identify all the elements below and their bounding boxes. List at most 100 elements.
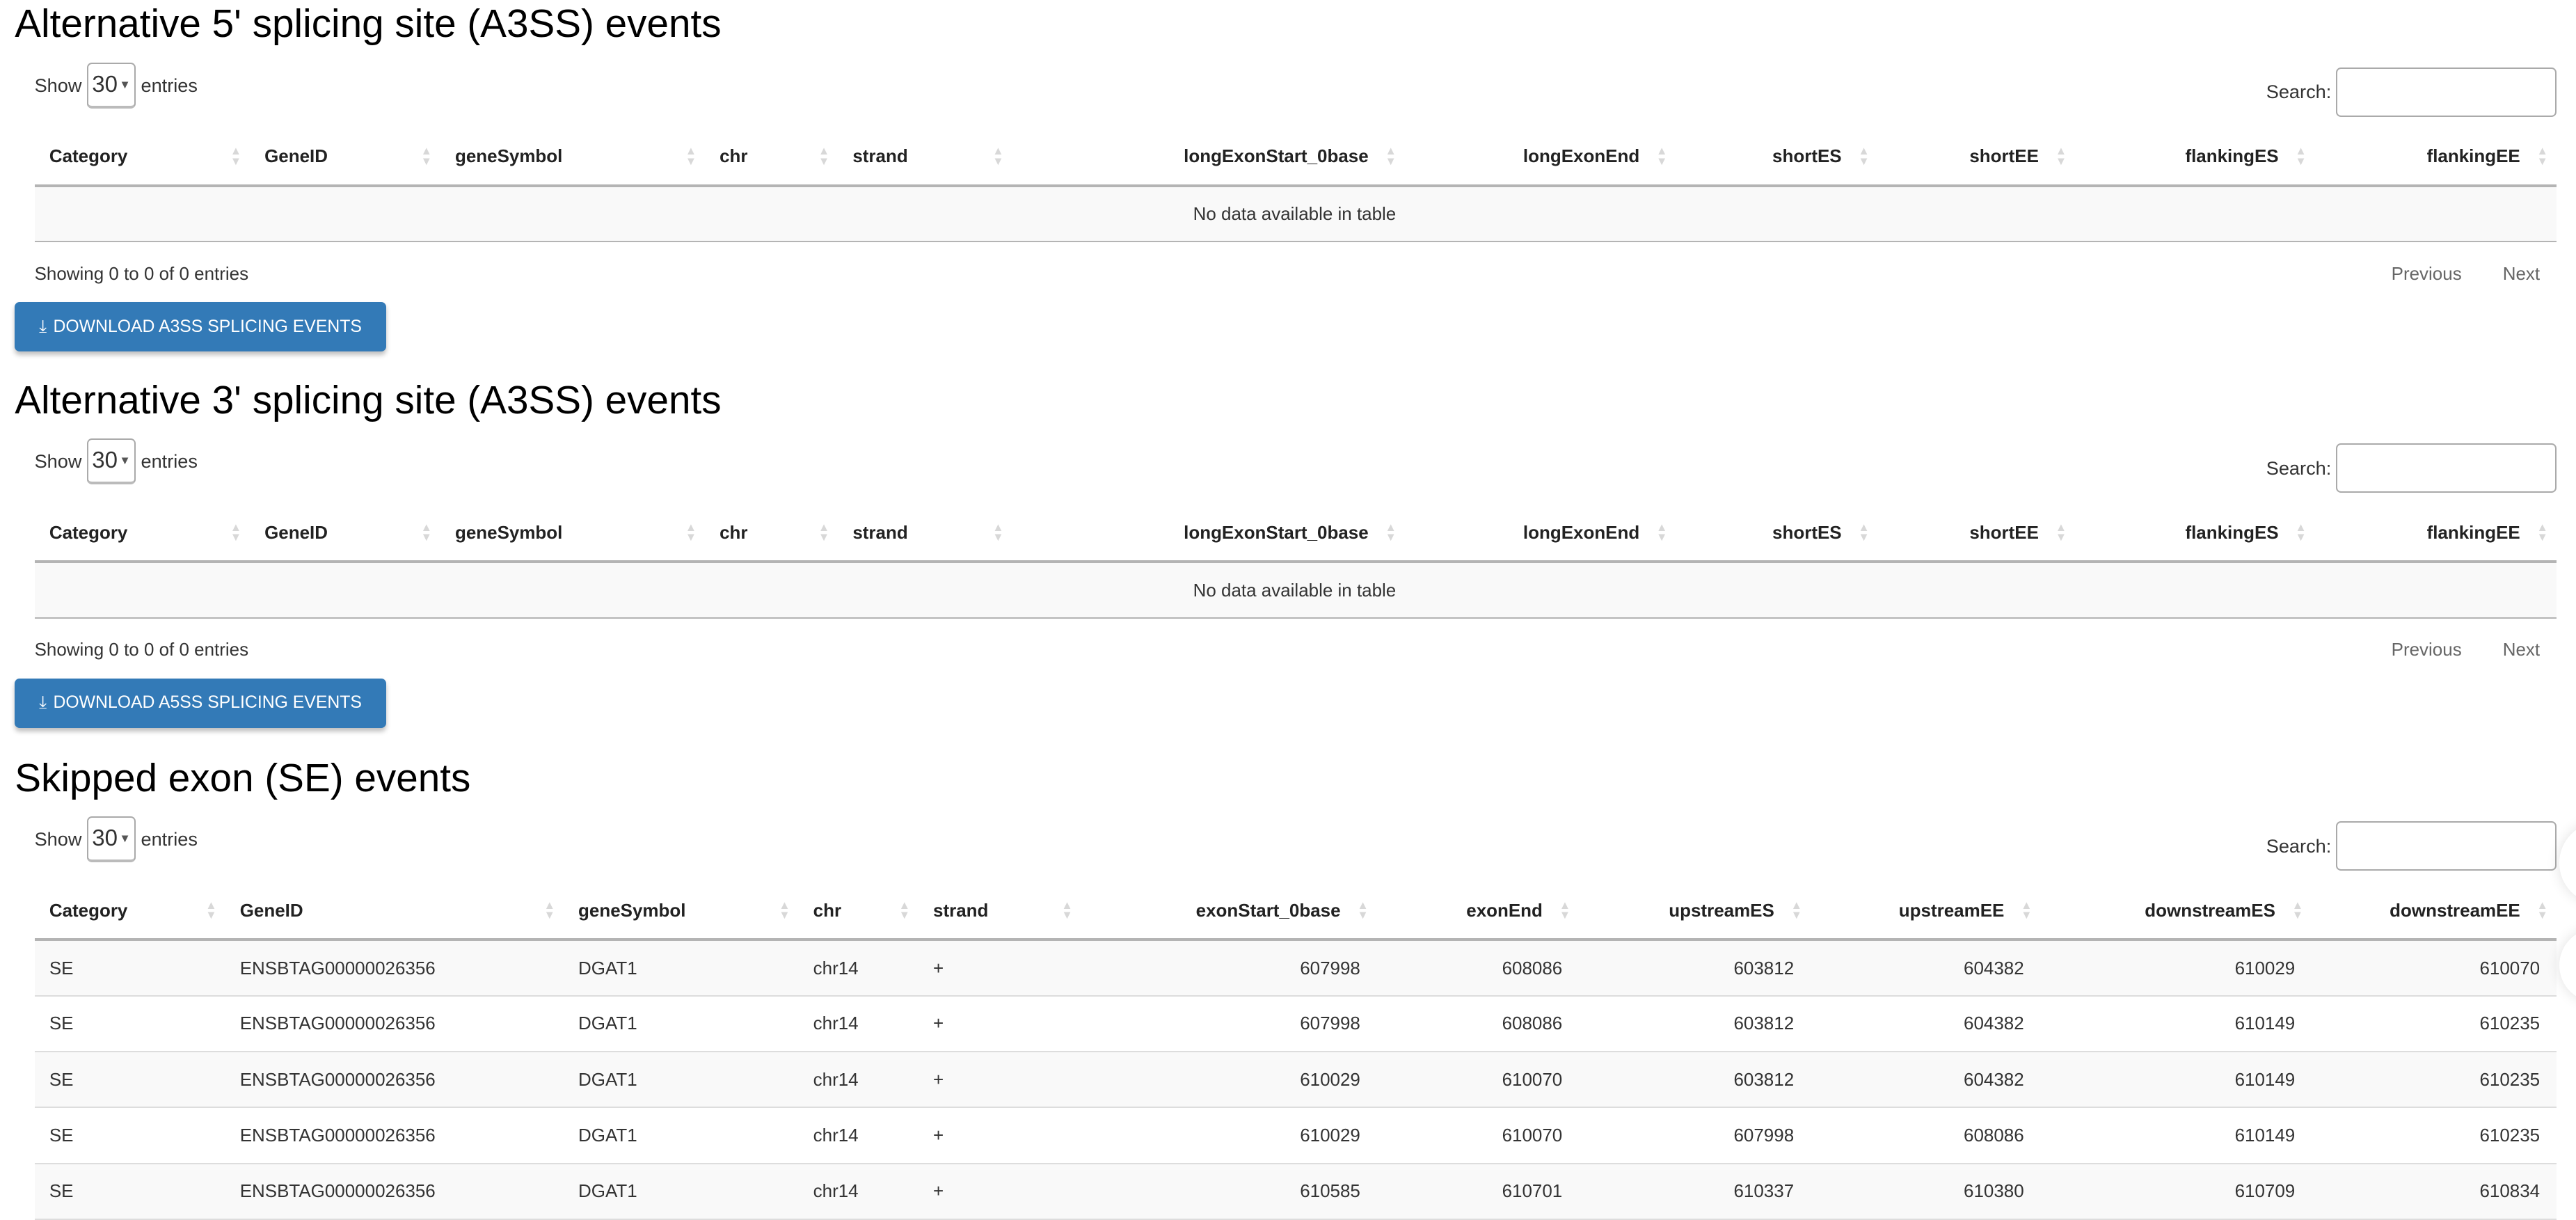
- column-header-label: chr: [813, 899, 842, 921]
- column-header[interactable]: Category ▲ ▼: [34, 882, 225, 942]
- column-header[interactable]: strand ▲ ▼: [918, 882, 1081, 942]
- sort-both-icon: ▲ ▼: [1559, 898, 1571, 922]
- table-cell: 607998: [1081, 995, 1377, 1052]
- table-cell: DGAT1: [563, 995, 799, 1052]
- column-header[interactable]: downstreamEE ▲ ▼: [2311, 882, 2557, 942]
- column-header[interactable]: GeneID ▲ ▼: [249, 504, 440, 564]
- pagination: Previous Next: [2392, 263, 2540, 285]
- entries-select[interactable]: 30 ▼: [86, 62, 136, 109]
- column-header[interactable]: GeneID ▲ ▼: [249, 128, 440, 187]
- table-cell: +: [918, 995, 1081, 1052]
- sort-both-icon: ▲ ▼: [543, 898, 556, 922]
- entries-select[interactable]: 30 ▼: [86, 816, 136, 863]
- table-cell: chr14: [798, 1052, 919, 1109]
- sort-both-icon: ▲ ▼: [2295, 520, 2307, 544]
- column-header-label: GeneID: [239, 899, 303, 921]
- column-header[interactable]: longExonStart_0base ▲ ▼: [1012, 128, 1405, 187]
- empty-message: No data available in table: [34, 185, 2557, 243]
- table-cell: DGAT1: [563, 940, 799, 997]
- table-row[interactable]: SE ENSBTAG00000026356 DGAT1 chr14 +607998 608…: [34, 995, 2557, 1052]
- next-button[interactable]: Next: [2502, 639, 2541, 660]
- column-header[interactable]: flankingEE ▲ ▼: [2314, 128, 2557, 187]
- column-header[interactable]: GeneID ▲ ▼: [225, 882, 564, 942]
- table-info: Showing 0 to 0 of 0 entries: [34, 262, 249, 284]
- column-header[interactable]: upstreamES ▲ ▼: [1578, 882, 1811, 942]
- column-header[interactable]: shortEE ▲ ▼: [1877, 128, 2075, 187]
- column-header[interactable]: exonStart_0base ▲ ▼: [1081, 882, 1377, 942]
- search-input[interactable]: [2336, 443, 2557, 493]
- column-header[interactable]: chr ▲ ▼: [704, 128, 838, 187]
- search-input[interactable]: [2336, 821, 2557, 871]
- column-header[interactable]: shortES ▲ ▼: [1676, 128, 1878, 187]
- table-cell: SE: [34, 940, 225, 997]
- column-header[interactable]: longExonStart_0base ▲ ▼: [1012, 504, 1405, 564]
- column-header[interactable]: strand ▲ ▼: [838, 128, 1012, 187]
- column-header[interactable]: flankingEE ▲ ▼: [2314, 504, 2557, 564]
- table-row[interactable]: SE ENSBTAG00000026356 DGAT1 chr14 +610029 610…: [34, 1052, 2557, 1109]
- download-icon: ⤓: [39, 317, 47, 336]
- table-info: Showing 0 to 0 of 0 entries: [34, 639, 249, 660]
- section-title: Skipped exon (SE) events: [15, 756, 471, 800]
- column-header-label: downstreamES: [2145, 899, 2275, 921]
- header-row: Category ▲ ▼ GeneID ▲ ▼ geneSymbol ▲ ▼ chr ▲ ▼ stran…: [34, 504, 2557, 564]
- table-cell: +: [918, 1052, 1081, 1109]
- column-header[interactable]: downstreamES ▲ ▼: [2040, 882, 2312, 942]
- entries-length-control: Show 30 ▼ entries: [35, 62, 198, 109]
- sort-both-icon: ▲ ▼: [205, 898, 217, 922]
- column-header-label: flankingES: [2185, 521, 2279, 543]
- download-button[interactable]: ⤓ DOWNLOAD A5SS SPLICING EVENTS: [15, 679, 386, 728]
- column-header[interactable]: geneSymbol ▲ ▼: [563, 882, 799, 942]
- column-header-label: geneSymbol: [454, 521, 563, 543]
- column-header[interactable]: chr ▲ ▼: [704, 504, 838, 564]
- sort-both-icon: ▲ ▼: [1656, 520, 1668, 544]
- next-button[interactable]: Next: [2502, 262, 2541, 284]
- table-row[interactable]: SE ENSBTAG00000026356 DGAT1 chr14 +607998 608…: [34, 940, 2557, 997]
- sort-both-icon: ▲ ▼: [2055, 520, 2067, 544]
- download-button[interactable]: ⤓ DOWNLOAD A3SS SPLICING EVENTS: [15, 302, 386, 352]
- table-row[interactable]: SE ENSBTAG00000026356 DGAT1 chr14 +610029 610…: [34, 1107, 2557, 1164]
- floating-action-button[interactable]: [2559, 928, 2576, 1003]
- column-header[interactable]: Category ▲ ▼: [34, 504, 250, 564]
- column-header-label: flankingEE: [2426, 145, 2520, 166]
- search-label: Search:: [2266, 834, 2332, 857]
- table-cell: 603812: [1578, 1052, 1811, 1109]
- sort-both-icon: ▲ ▼: [685, 520, 697, 544]
- search-input[interactable]: [2336, 67, 2557, 117]
- column-header[interactable]: exonEnd ▲ ▼: [1376, 882, 1579, 942]
- sort-both-icon: ▲ ▼: [779, 898, 790, 922]
- column-header-label: Category: [49, 521, 128, 543]
- entries-value: 30: [92, 825, 118, 852]
- column-header-label: Category: [49, 899, 128, 921]
- column-header[interactable]: shortES ▲ ▼: [1676, 504, 1878, 564]
- entries-select[interactable]: 30 ▼: [86, 438, 136, 485]
- sort-both-icon: ▲ ▼: [230, 520, 242, 544]
- floating-action-button[interactable]: [2559, 821, 2576, 904]
- column-header-label: strand: [852, 145, 908, 166]
- sort-both-icon: ▲ ▼: [2055, 144, 2067, 168]
- sort-both-icon: ▲ ▼: [1790, 898, 1802, 922]
- table-cell: SE: [34, 1107, 225, 1164]
- table-cell: 610235: [2311, 995, 2557, 1052]
- column-header[interactable]: geneSymbol ▲ ▼: [440, 504, 705, 564]
- column-header[interactable]: longExonEnd ▲ ▼: [1404, 504, 1676, 564]
- previous-button[interactable]: Previous: [2391, 262, 2462, 284]
- sort-both-icon: ▲ ▼: [2536, 520, 2548, 544]
- column-header[interactable]: longExonEnd ▲ ▼: [1404, 128, 1676, 187]
- column-header-label: downstreamEE: [2390, 899, 2520, 921]
- column-header[interactable]: strand ▲ ▼: [838, 504, 1012, 564]
- column-header[interactable]: chr ▲ ▼: [798, 882, 919, 942]
- column-header[interactable]: shortEE ▲ ▼: [1877, 504, 2075, 564]
- table-cell: ENSBTAG00000026356: [225, 940, 564, 997]
- column-header[interactable]: Category ▲ ▼: [34, 128, 250, 187]
- table-cell: ENSBTAG00000026356: [225, 1052, 564, 1109]
- column-header[interactable]: geneSymbol ▲ ▼: [440, 128, 705, 187]
- table-cell: 603812: [1578, 995, 1811, 1052]
- column-header[interactable]: upstreamEE ▲ ▼: [1810, 882, 2041, 942]
- column-header-label: flankingEE: [2426, 521, 2520, 543]
- table-cell: chr14: [798, 995, 919, 1052]
- previous-button[interactable]: Previous: [2391, 639, 2462, 660]
- column-header[interactable]: flankingES ▲ ▼: [2074, 504, 2315, 564]
- column-header[interactable]: flankingES ▲ ▼: [2074, 128, 2315, 187]
- show-label: Show: [34, 450, 82, 473]
- section-title: Alternative 5' splicing site (A3SS) even…: [15, 2, 722, 46]
